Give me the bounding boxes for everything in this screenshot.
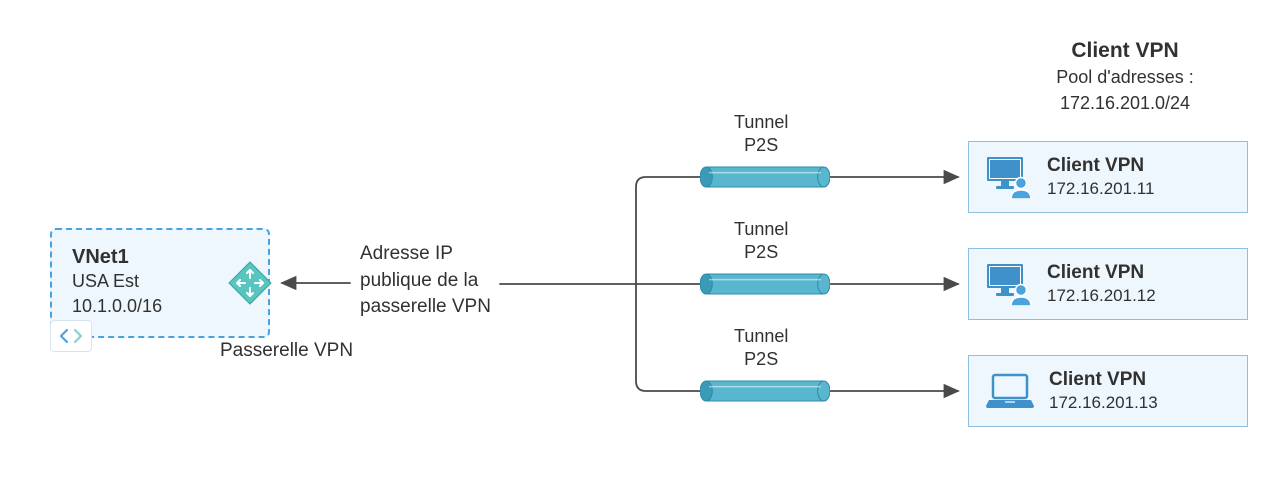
- desktop-user-icon: [985, 155, 1033, 199]
- vpn-client-ip: 172.16.201.11: [1047, 178, 1154, 200]
- vpn-client-pool-label: Pool d'adresses :: [1025, 65, 1225, 90]
- vpn-client-header-title: Client VPN: [1025, 36, 1225, 65]
- vpn-client-ip: 172.16.201.13: [1049, 392, 1158, 414]
- vpn-client-header: Client VPN Pool d'adresses : 172.16.201.…: [1025, 36, 1225, 116]
- tunnel-tube-icon: [700, 166, 830, 188]
- vnet-code-icon: [50, 320, 92, 352]
- public-ip-line1: Adresse IP: [360, 241, 491, 268]
- vpn-client-title: Client VPN: [1049, 368, 1158, 393]
- tunnel-label-line2: P2S: [734, 348, 788, 371]
- public-ip-line3: passerelle VPN: [360, 294, 491, 321]
- vpn-gateway-icon: [228, 261, 272, 305]
- vnet-title: VNet1: [72, 246, 248, 269]
- vpn-client-box: Client VPN 172.16.201.12: [968, 248, 1248, 320]
- tunnel-label: TunnelP2S: [734, 325, 788, 372]
- vpn-client-pool-cidr: 172.16.201.0/24: [1025, 91, 1225, 116]
- vpn-client-title: Client VPN: [1047, 154, 1154, 179]
- vpn-client-ip: 172.16.201.12: [1047, 285, 1156, 307]
- tunnel-label-line2: P2S: [734, 134, 788, 157]
- tunnel-label: TunnelP2S: [734, 218, 788, 265]
- desktop-user-icon: [985, 262, 1033, 306]
- laptop-icon: [985, 372, 1035, 410]
- tunnel-tube-icon: [700, 380, 830, 402]
- vpn-client-title: Client VPN: [1047, 261, 1156, 286]
- tunnel-label-line1: Tunnel: [734, 325, 788, 348]
- vpn-gateway-label: Passerelle VPN: [220, 340, 353, 362]
- vnet-region: USA Est: [72, 269, 248, 294]
- tunnel-label-line1: Tunnel: [734, 218, 788, 241]
- vnet-cidr: 10.1.0.0/16: [72, 294, 248, 319]
- public-ip-line2: publique de la: [360, 268, 491, 295]
- public-ip-label: Adresse IP publique de la passerelle VPN: [360, 241, 491, 321]
- tunnel-label-line1: Tunnel: [734, 111, 788, 134]
- vpn-client-box: Client VPN 172.16.201.13: [968, 355, 1248, 427]
- tunnel-label-line2: P2S: [734, 241, 788, 264]
- vpn-client-box: Client VPN 172.16.201.11: [968, 141, 1248, 213]
- tunnel-tube-icon: [700, 273, 830, 295]
- tunnel-label: TunnelP2S: [734, 111, 788, 158]
